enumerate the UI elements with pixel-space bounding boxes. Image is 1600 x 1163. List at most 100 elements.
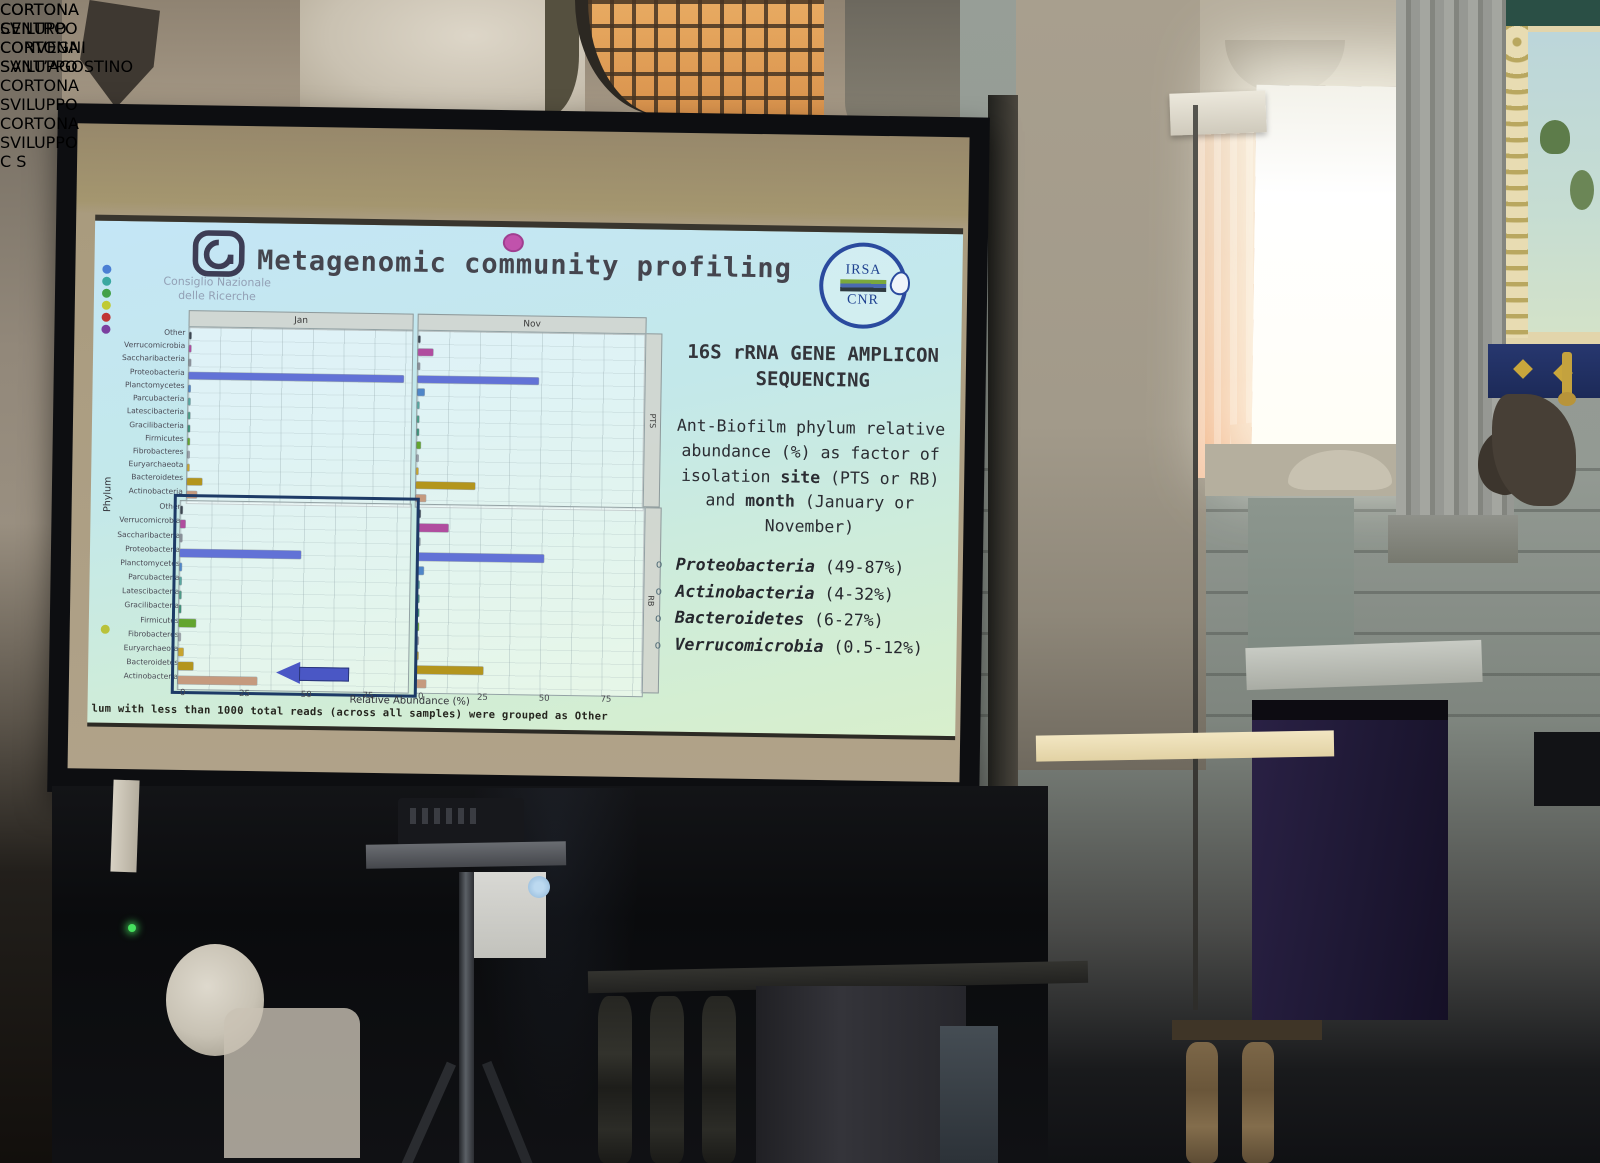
cnr-caption: Consiglio Nazionale delle Ricerche [142,274,292,304]
projector-lens [528,876,550,898]
irsa-logo-top-label: IRSA [845,262,882,278]
glass-panel [940,1026,998,1163]
bar [188,411,191,419]
bar [188,358,192,366]
wall-monitor [1534,732,1600,806]
lit-baluster [1242,1042,1274,1163]
facet-label-nov: Nov [523,319,541,330]
bullet-marker: o [655,584,663,598]
logo-ring-text: CORTONA SVILUPPO [0,76,79,114]
decor-dot [102,264,112,274]
bar [418,349,433,357]
facet-label-pts: PTS [647,412,657,428]
bullet-range: (6-27%) [813,610,884,631]
y-axis-title: Phylum [102,476,114,513]
decor-dot [101,288,112,298]
screen-surface: Consiglio Nazionale delle Ricerche Metag… [67,123,970,783]
banner-tassel [1562,352,1572,398]
podium-sign-line1: CORTONA [0,0,79,19]
logo-monogram-s: S [16,152,27,171]
lit-balustrade-rail [1172,1020,1322,1040]
phylum-label: Verrucomicrobia [124,340,186,351]
bullet-range: (0.5-12%) [833,637,924,658]
slide-title: Metagenomic community profiling [256,245,793,285]
heading-line1: 16S rRNA GENE AMPLICON [687,340,940,367]
bar [417,401,420,409]
logo-ring-text: CORTONA SVILUPPO [0,114,79,152]
bar [415,679,426,688]
bar [417,415,420,423]
cortona-sviluppo-logo: CORTONA SVILUPPO CORTONA SVILUPPO CORTON… [0,0,79,171]
para-bold-month: month [745,491,796,511]
decor-dot [101,300,111,310]
baluster [598,996,632,1163]
logo-ring-text: CORTONA SVILUPPO [0,38,79,76]
bar [187,464,190,472]
phylum-label: Latescibacteria [122,586,180,597]
bar [416,665,483,675]
bar [416,428,419,436]
bar [188,371,404,383]
podium-top [1035,730,1335,762]
recessed-panel [1248,498,1354,656]
irsa-logo-bottom-label: CNR [846,292,880,308]
screen-leg [110,779,140,873]
irsa-logo-stripes [840,279,887,293]
fresco-border-motifs [1506,26,1528,338]
eagle-statue [1492,394,1576,506]
phylum-label: Actinobacteria [123,671,179,682]
phylum-label: Saccharibacteria [122,353,186,364]
drape-rail [1252,700,1448,720]
projector [398,798,524,846]
bar [416,441,421,449]
heading-line2: SEQUENCING [755,367,871,392]
projector-tray [365,841,567,869]
phylum-label: Parcubacteria [132,393,185,404]
banner-tassel-knob [1558,392,1576,406]
decor-dot-column [101,264,112,334]
logo-ring-text: CORTONA SVILUPPO [0,0,79,38]
fresco-tree [1570,170,1594,210]
decor-dot [102,276,112,286]
phylum-label: Latescibacteria [126,406,185,417]
logo-monogram-c: C [0,152,12,171]
tripod-pole [459,872,474,1163]
bar [417,375,539,385]
cnr-caption-line1: Consiglio Nazionale [163,274,272,290]
status-led [128,924,136,932]
phylum-label: Euryarchaeota [123,642,179,653]
podium-sign: CORTONA CENTRO CONVEGNI SANT’AGOSTINO [0,0,133,76]
bar [417,552,544,563]
bar [418,523,449,533]
bar [189,332,192,340]
baluster [650,996,684,1163]
x-tick-label: 75 [600,694,612,705]
projector-buttons [410,808,480,824]
phylum-label: Fibrobacteres [127,628,179,639]
bullet-marker: o [654,638,662,652]
bar [418,335,421,343]
fresco-top-band [1506,0,1600,26]
screen-side-shadow [988,95,1018,795]
ceiling-arch-wall [300,0,585,120]
bar [187,451,190,459]
bar [187,477,202,485]
chart-panel-rb-nov [414,503,646,698]
fresco-tree [1540,120,1570,154]
bullet-taxon: Bacteroidetes [674,608,805,630]
bar [416,454,419,462]
chart-panel-pts-nov [414,329,647,512]
bar [415,481,476,490]
bullet-list: o Proteobacteria (49-87%) o Actinobacteria… [654,551,958,663]
decor-dot [101,312,111,322]
phylum-label: Bacteroidetes [126,657,179,668]
projection-screen: Consiglio Nazionale delle Ricerche Metag… [47,103,990,807]
bar [188,385,191,393]
wall-cornice [1245,639,1483,691]
phylum-label: Proteobacteria [125,543,181,554]
phylum-label: Gracilibacteria [124,600,180,611]
bar [417,388,425,396]
pilaster-base [1388,515,1518,563]
arrow-annotation-body [298,666,350,682]
